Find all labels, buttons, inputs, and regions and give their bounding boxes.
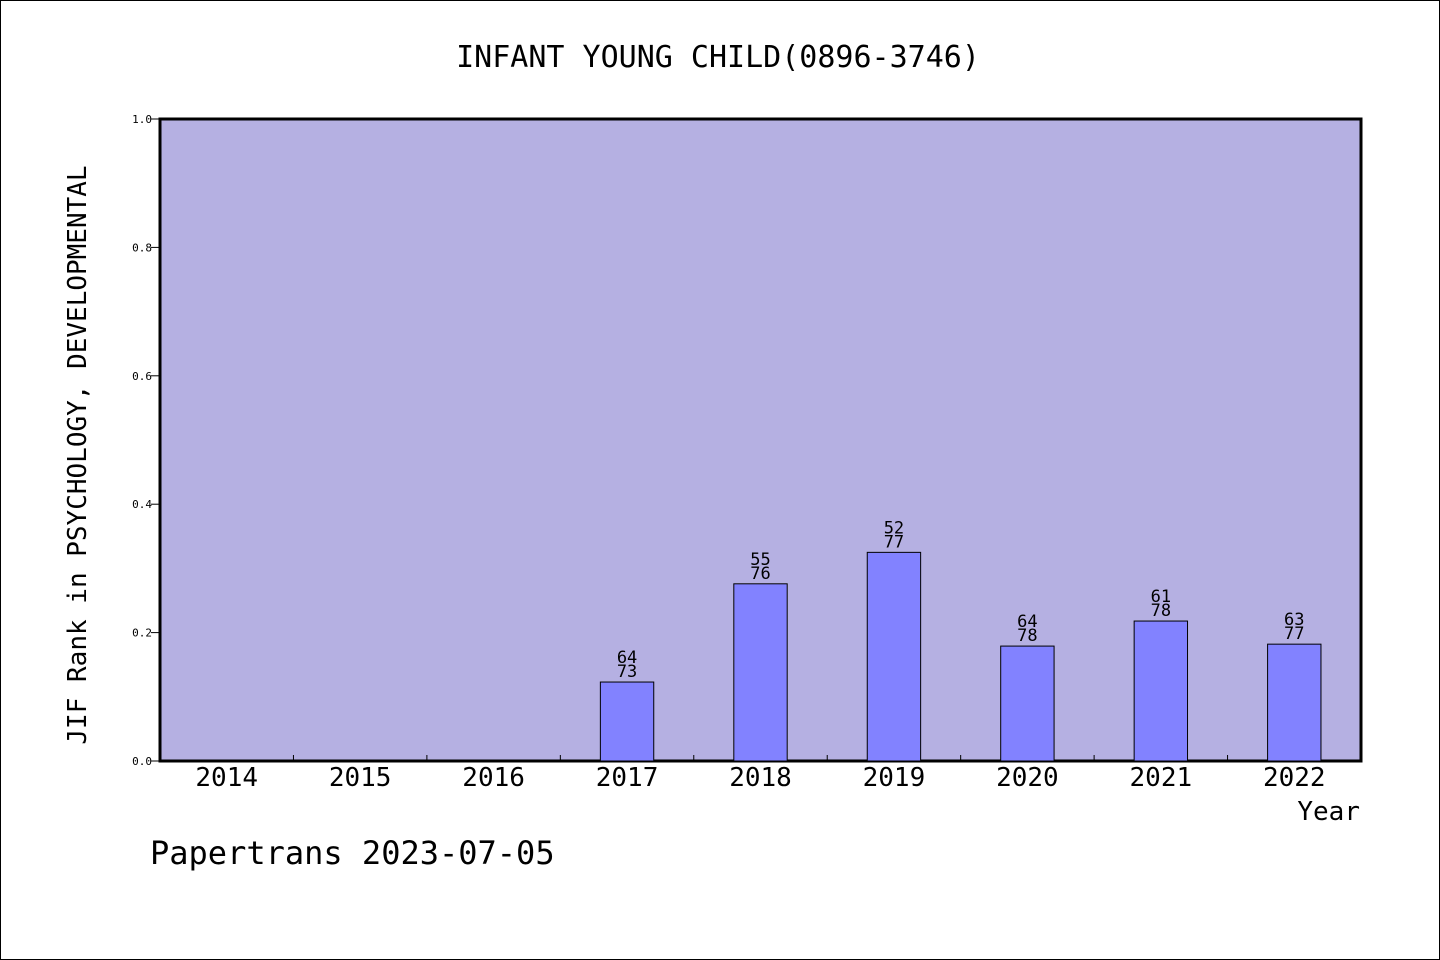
y-tick-label: 0.6: [132, 370, 152, 383]
x-tick-label: 2017: [596, 763, 659, 793]
x-tick-label: 2016: [462, 763, 525, 793]
x-tick-label: 2022: [1263, 763, 1326, 793]
x-tick-label: 2020: [996, 763, 1059, 793]
bar-2021: [1133, 620, 1189, 762]
bar-2020: [1000, 645, 1055, 762]
y-tick-label: 0.4: [132, 498, 152, 511]
x-tick-label: 2014: [195, 763, 258, 793]
bar-label-rank: 63: [1284, 610, 1304, 630]
bar-label-total: 73: [617, 662, 637, 682]
bar-2019: [866, 551, 922, 762]
y-tick-label: 0.2: [132, 627, 152, 640]
bar-label-total: 77: [1284, 624, 1304, 644]
x-tick-label: 2015: [329, 763, 392, 793]
bar-label-rank: 64: [617, 648, 637, 668]
y-tick-label: 1.0: [132, 113, 152, 126]
bar-label-total: 78: [1151, 601, 1171, 621]
bar-label-total: 76: [750, 564, 770, 584]
bar-label-rank: 61: [1151, 587, 1171, 607]
bar-label-total: 78: [1017, 626, 1037, 646]
x-axis-label: Year: [1297, 797, 1360, 827]
x-axis: 2014 2015 2016 2017 2018 2019 2020 2021 2022: [195, 755, 1326, 793]
chart-title: INFANT YOUNG CHILD(0896-3746): [456, 40, 980, 75]
bar-label-rank: 52: [884, 518, 904, 538]
x-tick-label: 2021: [1130, 763, 1193, 793]
bar-label-rank: 55: [750, 550, 770, 570]
y-tick-label: 0.0: [132, 755, 152, 768]
x-tick-label: 2019: [863, 763, 926, 793]
bar-2018: [733, 583, 788, 762]
y-tick-label: 0.8: [132, 241, 152, 254]
y-axis-label: JIF Rank in PSYCHOLOGY, DEVELOPMENTAL: [63, 165, 93, 744]
x-tick-label: 2018: [729, 763, 792, 793]
bar-2022: [1267, 643, 1322, 762]
bar-label-rank: 64: [1017, 612, 1037, 632]
footer-text: Papertrans 2023-07-05: [150, 834, 555, 872]
bar-label-total: 77: [884, 532, 904, 552]
bars: [599, 551, 1322, 762]
y-axis: 0.0 0.2 0.4 0.6 0.8 1.0: [132, 113, 160, 768]
bar-2017: [599, 681, 655, 762]
